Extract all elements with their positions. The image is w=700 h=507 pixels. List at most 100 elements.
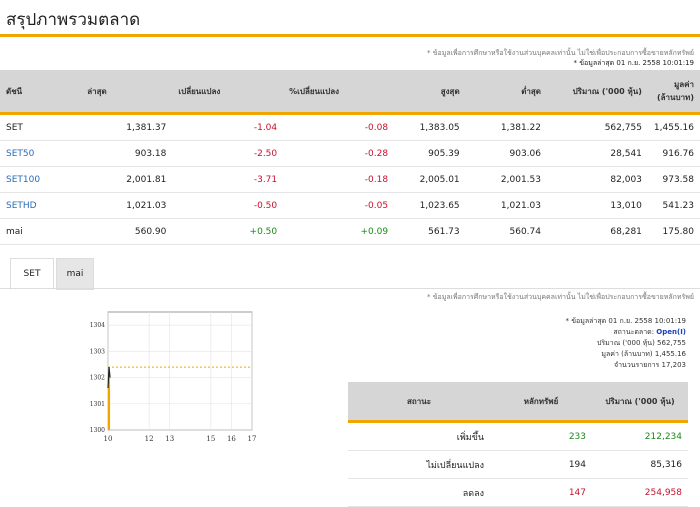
stat-count: 194 — [490, 450, 592, 479]
col-pct-change: %เปลี่ยนแปลง — [283, 70, 395, 115]
table-row: ไม่เปลี่ยนแปลง 194 85,316 — [348, 450, 688, 479]
table-row: SETHD 1,021.03 -0.50 -0.05 1,023.65 1,02… — [0, 192, 700, 219]
stat-volume: 85,316 — [592, 450, 688, 479]
index-pct: -0.08 — [283, 113, 395, 141]
market-table-header: ดัชนี ล่าสุด เปลี่ยนแปลง %เปลี่ยนแปลง สู… — [0, 70, 700, 115]
market-status: สถานะตลาด: Open(I) — [613, 328, 686, 336]
index-low: 560.74 — [465, 218, 547, 245]
stat-status: ลดลง — [348, 478, 490, 507]
panel-volume: ปริมาณ ('000 หุ้น) 562,755 — [596, 339, 686, 347]
index-volume: 13,010 — [547, 192, 648, 219]
chart-y-tick-label: 1303 — [90, 348, 105, 355]
index-last: 1,021.03 — [81, 192, 173, 219]
index-value: 973.58 — [647, 166, 700, 193]
index-low: 2,001.53 — [465, 166, 547, 193]
index-value: 175.80 — [647, 218, 700, 245]
panel-value: มูลค่า (ล้านบาท) 1,455.16 — [601, 350, 686, 358]
title-divider — [0, 34, 700, 37]
set-tab-panel — [0, 288, 700, 505]
col-value: มูลค่า (ล้านบาท) — [647, 70, 700, 115]
stat-count: 233 — [490, 421, 592, 451]
index-link-set100[interactable]: SET100 — [0, 166, 82, 193]
market-disclaimer: * ข้อมูลเพื่อการศึกษาหรือใช้งานส่วนบุคคล… — [427, 49, 694, 57]
panel-disclaimer: * ข้อมูลเพื่อการศึกษาหรือใช้งานส่วนบุคคล… — [427, 293, 694, 301]
index-pct: -0.05 — [283, 192, 395, 219]
index-name: mai — [0, 218, 82, 245]
chart-x-tick-label: 12 — [145, 435, 154, 443]
index-change: -2.50 — [172, 140, 284, 167]
chart-x-tick-label: 10 — [104, 435, 113, 443]
stat-volume: 254,958 — [592, 478, 688, 507]
tab-set[interactable]: SET — [10, 258, 54, 290]
index-high: 561.73 — [394, 218, 466, 245]
col-low: ต่ำสุด — [465, 70, 547, 115]
index-volume: 562,755 — [547, 113, 648, 141]
chart-y-tick-label: 1302 — [90, 375, 105, 382]
table-row: เพิ่มขึ้น 233 212,234 — [348, 421, 688, 451]
index-high: 905.39 — [394, 140, 466, 167]
panel-updated: * ข้อมูลล่าสุด 01 ก.ย. 2558 10:01:19 — [565, 317, 686, 325]
table-row: mai 560.90 +0.50 +0.09 561.73 560.74 68,… — [0, 218, 700, 245]
index-link-sethd[interactable]: SETHD — [0, 192, 82, 219]
index-last: 2,001.81 — [81, 166, 173, 193]
index-value: 541.23 — [647, 192, 700, 219]
index-low: 1,381.22 — [465, 113, 547, 141]
col-status: สถานะ — [348, 382, 490, 423]
col-change: เปลี่ยนแปลง — [172, 70, 284, 115]
index-high: 1,023.65 — [394, 192, 466, 219]
index-volume: 28,541 — [547, 140, 648, 167]
chart-series-line — [107, 367, 111, 389]
market-status-value: Open(I) — [656, 328, 686, 336]
index-value: 1,455.16 — [647, 113, 700, 141]
index-pct: +0.09 — [283, 218, 395, 245]
stat-volume: 212,234 — [592, 421, 688, 451]
chart-x-tick-label: 16 — [227, 435, 236, 443]
table-row: SET 1,381.37 -1.04 -0.08 1,383.05 1,381.… — [0, 113, 700, 141]
chart-x-tick-label: 15 — [206, 435, 215, 443]
index-last: 1,381.37 — [81, 113, 173, 141]
chart-y-tick-label: 1300 — [90, 427, 105, 434]
index-change: -1.04 — [172, 113, 284, 141]
index-low: 1,021.03 — [465, 192, 547, 219]
index-change: -3.71 — [172, 166, 284, 193]
col-high: สูงสุด — [394, 70, 466, 115]
stat-status: เพิ่มขึ้น — [348, 421, 490, 451]
advance-decline-table: สถานะ หลักทรัพย์ ปริมาณ ('000 หุ้น) เพิ่… — [348, 382, 688, 507]
stat-status: ไม่เปลี่ยนแปลง — [348, 450, 490, 479]
col-volume: ปริมาณ ('000 หุ้น) — [547, 70, 648, 115]
table-row: SET50 903.18 -2.50 -0.28 905.39 903.06 2… — [0, 140, 700, 167]
panel-trades: จำนวนรายการ 17,203 — [614, 361, 686, 369]
index-change: -0.50 — [172, 192, 284, 219]
market-info: * ข้อมูลล่าสุด 01 ก.ย. 2558 10:01:19 สถา… — [565, 316, 686, 371]
table-row: SET100 2,001.81 -3.71 -0.18 2,005.01 2,0… — [0, 166, 700, 193]
market-updated: * ข้อมูลล่าสุด 01 ก.ย. 2558 10:01:19 — [573, 59, 694, 67]
chart-y-tick-label: 1304 — [90, 322, 105, 329]
index-low: 903.06 — [465, 140, 547, 167]
index-volume: 68,281 — [547, 218, 648, 245]
page-title: สรุปภาพรวมตลาด — [6, 10, 141, 30]
stats-header: สถานะ หลักทรัพย์ ปริมาณ ('000 หุ้น) — [348, 382, 688, 423]
table-row: ลดลง 147 254,958 — [348, 478, 688, 507]
index-volume: 82,003 — [547, 166, 648, 193]
set-intraday-chart: 10 12 13 15 16 17 1300 1301 1302 1303 1304 — [90, 311, 257, 443]
tab-mai[interactable]: mai — [56, 258, 94, 290]
col-securities: หลักทรัพย์ — [490, 382, 592, 423]
index-pct: -0.18 — [283, 166, 395, 193]
index-high: 1,383.05 — [394, 113, 466, 141]
index-link-set50[interactable]: SET50 — [0, 140, 82, 167]
index-value: 916.76 — [647, 140, 700, 167]
index-high: 2,005.01 — [394, 166, 466, 193]
index-pct: -0.28 — [283, 140, 395, 167]
stat-count: 147 — [490, 478, 592, 507]
index-name: SET — [0, 113, 82, 141]
chart-plot-area — [107, 311, 253, 431]
index-last: 560.90 — [81, 218, 173, 245]
col-index: ดัชนี — [0, 70, 82, 115]
market-summary-table: ดัชนี ล่าสุด เปลี่ยนแปลง %เปลี่ยนแปลง สู… — [0, 70, 700, 245]
chart-x-tick-label: 17 — [248, 435, 257, 443]
chart-x-tick-label: 13 — [165, 435, 174, 443]
col-stats-volume: ปริมาณ ('000 หุ้น) — [592, 382, 688, 423]
index-last: 903.18 — [81, 140, 173, 167]
index-change: +0.50 — [172, 218, 284, 245]
chart-y-tick-label: 1301 — [90, 401, 105, 408]
